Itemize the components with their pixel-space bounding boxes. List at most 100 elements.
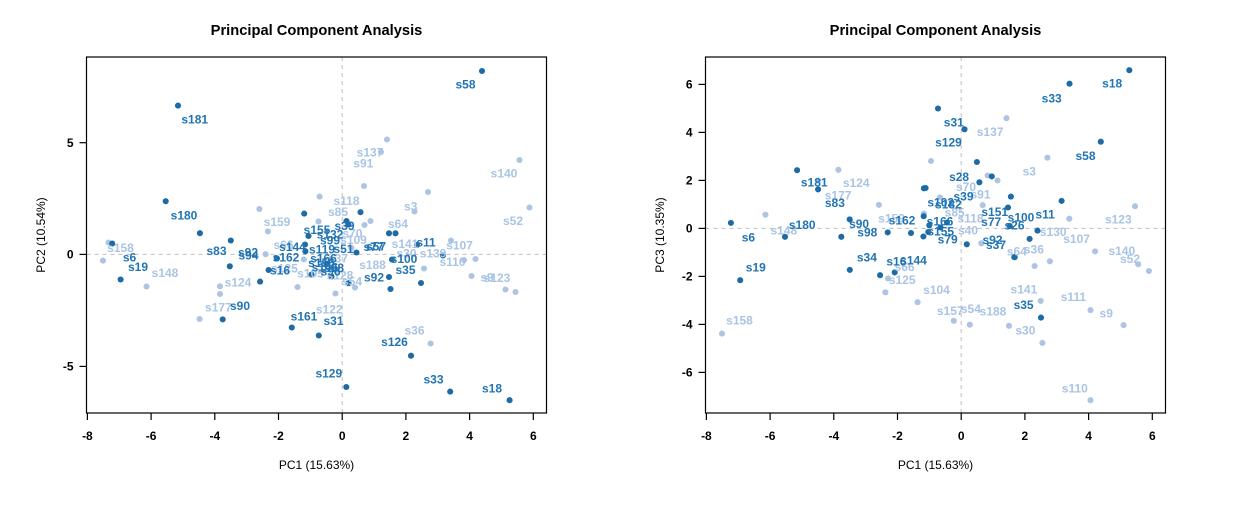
svg-text:0: 0 (67, 248, 74, 262)
svg-text:4: 4 (466, 429, 473, 443)
svg-text:s77: s77 (363, 240, 383, 254)
svg-text:s26: s26 (1004, 219, 1024, 233)
svg-text:s66: s66 (895, 260, 915, 274)
svg-text:s128: s128 (327, 269, 354, 283)
svg-text:4: 4 (1085, 429, 1092, 443)
svg-text:s16: s16 (270, 263, 290, 277)
svg-text:s83: s83 (825, 196, 845, 210)
svg-text:s54: s54 (342, 274, 362, 288)
svg-text:s96: s96 (320, 265, 340, 279)
svg-text:2: 2 (686, 174, 693, 188)
svg-text:6: 6 (686, 78, 693, 92)
svg-text:s144: s144 (900, 254, 927, 268)
svg-text:Principal Component Analysis: Principal Component Analysis (211, 23, 423, 39)
svg-text:-6: -6 (682, 366, 693, 380)
svg-text:s70: s70 (956, 180, 976, 194)
svg-text:s125: s125 (271, 261, 298, 275)
svg-text:s70: s70 (342, 226, 362, 240)
svg-text:0: 0 (958, 429, 965, 443)
svg-text:-2: -2 (892, 429, 903, 443)
svg-text:-4: -4 (682, 318, 693, 332)
svg-text:s98: s98 (857, 226, 877, 240)
svg-text:s28: s28 (949, 170, 969, 184)
svg-text:s125: s125 (889, 273, 916, 287)
svg-text:s83: s83 (206, 244, 226, 258)
svg-text:-2: -2 (682, 270, 693, 284)
svg-text:s91: s91 (353, 157, 373, 171)
svg-text:s35: s35 (1014, 298, 1034, 312)
svg-text:s118: s118 (957, 212, 983, 226)
svg-text:-8: -8 (701, 429, 712, 443)
svg-text:s37: s37 (328, 251, 348, 265)
svg-text:s104: s104 (923, 283, 950, 297)
svg-text:2: 2 (403, 429, 410, 443)
svg-text:s64: s64 (1007, 245, 1027, 259)
svg-text:s35: s35 (395, 263, 415, 277)
svg-text:6: 6 (530, 429, 537, 443)
svg-text:5: 5 (67, 136, 74, 150)
svg-text:s3: s3 (1023, 165, 1037, 179)
svg-text:s11: s11 (416, 235, 436, 249)
svg-text:s3: s3 (404, 200, 418, 214)
svg-text:s137: s137 (977, 125, 1004, 139)
svg-text:s162: s162 (889, 214, 916, 228)
svg-text:s9: s9 (1100, 307, 1114, 321)
svg-text:s11: s11 (1035, 207, 1055, 221)
svg-text:s182: s182 (935, 198, 962, 212)
svg-text:s144: s144 (279, 240, 306, 254)
svg-text:s30: s30 (396, 246, 416, 260)
svg-text:0: 0 (339, 429, 346, 443)
svg-text:s92: s92 (364, 271, 384, 285)
svg-text:s39: s39 (953, 189, 973, 203)
svg-text:s66: s66 (273, 238, 293, 252)
svg-text:s137: s137 (357, 146, 384, 160)
svg-text:s162: s162 (273, 251, 300, 265)
svg-text:s111: s111 (1061, 290, 1087, 304)
svg-text:s99: s99 (320, 234, 340, 248)
svg-text:s90: s90 (230, 299, 250, 313)
svg-text:PC3 (10.35%): PC3 (10.35%) (653, 197, 667, 272)
svg-text:s181: s181 (801, 176, 828, 190)
svg-text:-6: -6 (146, 429, 157, 443)
svg-text:-4: -4 (209, 429, 220, 443)
svg-text:s123: s123 (1105, 212, 1132, 226)
svg-text:PC2 (10.54%): PC2 (10.54%) (34, 197, 48, 272)
svg-text:s177: s177 (825, 188, 852, 202)
svg-text:s124: s124 (843, 176, 870, 190)
svg-text:s148: s148 (770, 224, 797, 238)
svg-text:s91: s91 (970, 187, 990, 201)
svg-text:s130: s130 (1040, 225, 1067, 239)
svg-text:s6: s6 (123, 251, 137, 265)
svg-text:s18: s18 (482, 381, 502, 395)
svg-text:s107: s107 (1063, 232, 1090, 246)
svg-text:s100: s100 (1008, 211, 1035, 225)
svg-text:-5: -5 (63, 360, 74, 374)
svg-text:s141: s141 (1011, 282, 1038, 296)
svg-text:s52: s52 (503, 214, 523, 228)
svg-text:s188: s188 (980, 305, 1007, 319)
svg-text:s58: s58 (455, 77, 475, 91)
svg-text:s166: s166 (310, 251, 337, 265)
svg-text:s166: s166 (927, 215, 954, 229)
svg-text:PC1 (15.63%): PC1 (15.63%) (279, 458, 354, 472)
svg-text:s157: s157 (937, 304, 964, 318)
svg-text:s181: s181 (181, 112, 208, 126)
svg-text:s31: s31 (944, 115, 964, 129)
svg-text:s158: s158 (107, 241, 134, 255)
svg-text:s16: s16 (886, 255, 906, 269)
svg-text:s155: s155 (304, 223, 331, 237)
svg-text:s102: s102 (927, 196, 954, 210)
svg-text:s110: s110 (439, 255, 465, 269)
svg-text:s132: s132 (317, 228, 344, 242)
svg-text:s90: s90 (849, 217, 869, 231)
svg-text:s98: s98 (324, 261, 344, 275)
svg-text:s126: s126 (381, 335, 408, 349)
svg-text:s79: s79 (938, 233, 958, 247)
svg-text:-2: -2 (273, 429, 284, 443)
svg-text:0: 0 (686, 222, 693, 236)
svg-text:s77: s77 (981, 215, 1001, 229)
svg-text:s124: s124 (225, 275, 252, 289)
svg-text:s177: s177 (205, 301, 232, 315)
svg-text:s105: s105 (297, 266, 324, 280)
svg-text:s85: s85 (945, 205, 965, 219)
